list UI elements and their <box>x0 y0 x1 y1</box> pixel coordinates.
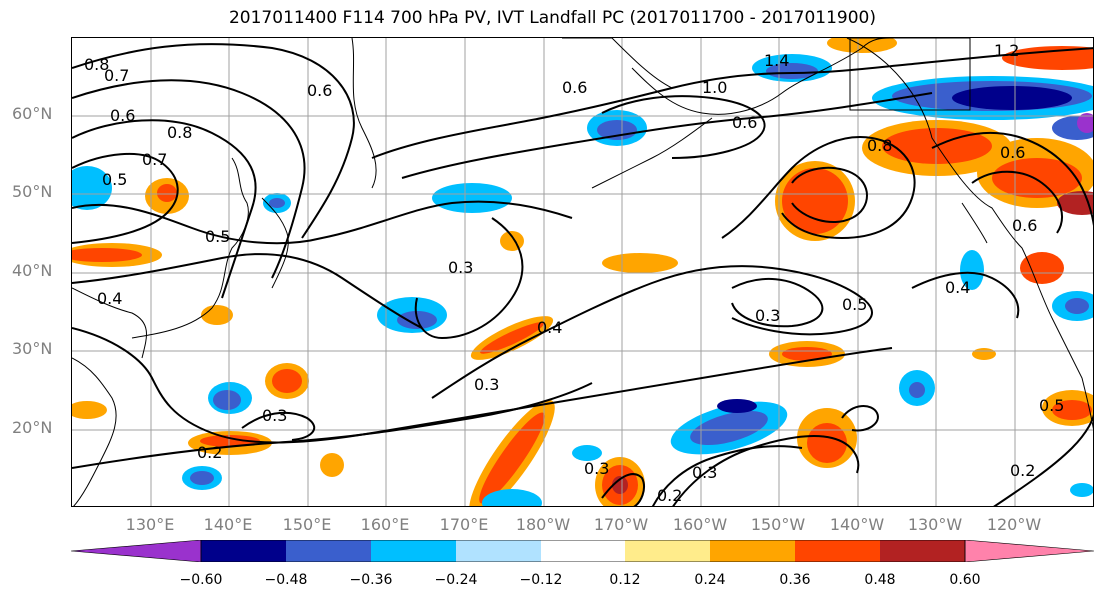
lon-label: 160°W <box>672 515 728 534</box>
contour-label: 0.6 <box>307 81 332 100</box>
contour-label: 0.2 <box>657 486 682 505</box>
contour-label: 0.6 <box>1000 143 1025 162</box>
contour-label: 1.4 <box>764 51 789 70</box>
lon-label: 150°W <box>750 515 806 534</box>
colorbar-tick: 0.48 <box>864 572 896 588</box>
lon-label: 160°E <box>360 515 410 534</box>
contour-label: 0.5 <box>1039 396 1064 415</box>
colorbar-segment <box>625 540 710 562</box>
contour-label: 0.3 <box>262 406 287 425</box>
contour-label: 0.5 <box>102 170 127 189</box>
colorbar-tick: 0.12 <box>609 572 641 588</box>
colorbar-segment <box>371 540 456 562</box>
shading-negative <box>72 54 1093 506</box>
lat-label-20n: 20°N <box>12 418 53 437</box>
colorbar-tick: −0.48 <box>264 572 308 588</box>
contour-label: 1.0 <box>702 78 727 97</box>
lon-label: 150°E <box>282 515 332 534</box>
colorbar-segment <box>286 540 371 562</box>
colorbar-tick: −0.24 <box>434 572 478 588</box>
contour-label: 0.6 <box>110 106 135 125</box>
contour-label: 0.4 <box>945 278 970 297</box>
lon-label: 120°W <box>986 515 1042 534</box>
colorbar-segment <box>456 540 541 562</box>
lat-label-30n: 30°N <box>12 339 53 358</box>
lat-label-40n: 40°N <box>12 261 53 280</box>
pv-contours <box>72 43 1093 506</box>
map-title: 2017011400 F114 700 hPa PV, IVT Landfall… <box>228 8 876 28</box>
contour-label: 0.6 <box>732 113 757 132</box>
colorbar-segment <box>880 540 965 562</box>
contour-label: 0.8 <box>167 123 192 142</box>
contour-label: 0.2 <box>197 443 222 462</box>
colorbar-tick: 0.24 <box>694 572 726 588</box>
coastlines <box>72 38 1093 506</box>
lon-label: 170°W <box>593 515 649 534</box>
colorbar <box>71 540 1094 562</box>
contour-label: 0.5 <box>842 295 867 314</box>
colorbar-segment <box>541 540 625 562</box>
contour-labels: 0.8 0.7 0.6 0.8 0.7 0.5 0.5 0.4 0.6 0.3 … <box>84 41 1064 505</box>
colorbar-extend-min <box>71 540 202 562</box>
colorbar-tick: −0.60 <box>179 572 223 588</box>
contour-label: 0.3 <box>474 375 499 394</box>
colorbar-tick: −0.12 <box>519 572 563 588</box>
contour-label: 0.3 <box>448 258 473 277</box>
contour-label: 0.4 <box>537 318 562 337</box>
contour-label: 0.8 <box>84 55 109 74</box>
contour-label: 1.2 <box>994 41 1019 60</box>
contour-label: 0.3 <box>584 459 609 478</box>
lat-label-50n: 50°N <box>12 182 53 201</box>
contour-label: 0.3 <box>692 463 717 482</box>
contour-label: 0.8 <box>867 136 892 155</box>
contour-label: 0.6 <box>1012 216 1037 235</box>
map-panel: 0.8 0.7 0.6 0.8 0.7 0.5 0.5 0.4 0.6 0.3 … <box>71 37 1094 507</box>
contour-label: 0.4 <box>97 289 122 308</box>
colorbar-extend-max <box>964 540 1094 562</box>
colorbar-segment <box>201 540 286 562</box>
lon-label: 170°E <box>439 515 489 534</box>
lon-label: 140°E <box>203 515 253 534</box>
contour-label: 0.5 <box>205 227 230 246</box>
lon-label: 130°E <box>125 515 175 534</box>
lon-label: 180°W <box>515 515 571 534</box>
colorbar-segment <box>795 540 880 562</box>
lat-label-60n: 60°N <box>12 104 53 123</box>
lon-label: 140°W <box>829 515 885 534</box>
contour-label: 0.7 <box>104 66 129 85</box>
lon-label: 130°W <box>907 515 963 534</box>
contour-label: 0.3 <box>755 306 780 325</box>
contour-label: 0.2 <box>1010 461 1035 480</box>
colorbar-tick: −0.36 <box>349 572 393 588</box>
contour-label: 0.6 <box>562 78 587 97</box>
colorbar-tick: 0.36 <box>779 572 811 588</box>
contour-label: 0.7 <box>142 150 167 169</box>
map-plot: 0.8 0.7 0.6 0.8 0.7 0.5 0.5 0.4 0.6 0.3 … <box>72 38 1093 506</box>
colorbar-segment <box>710 540 795 562</box>
colorbar-tick: 0.60 <box>949 572 981 588</box>
